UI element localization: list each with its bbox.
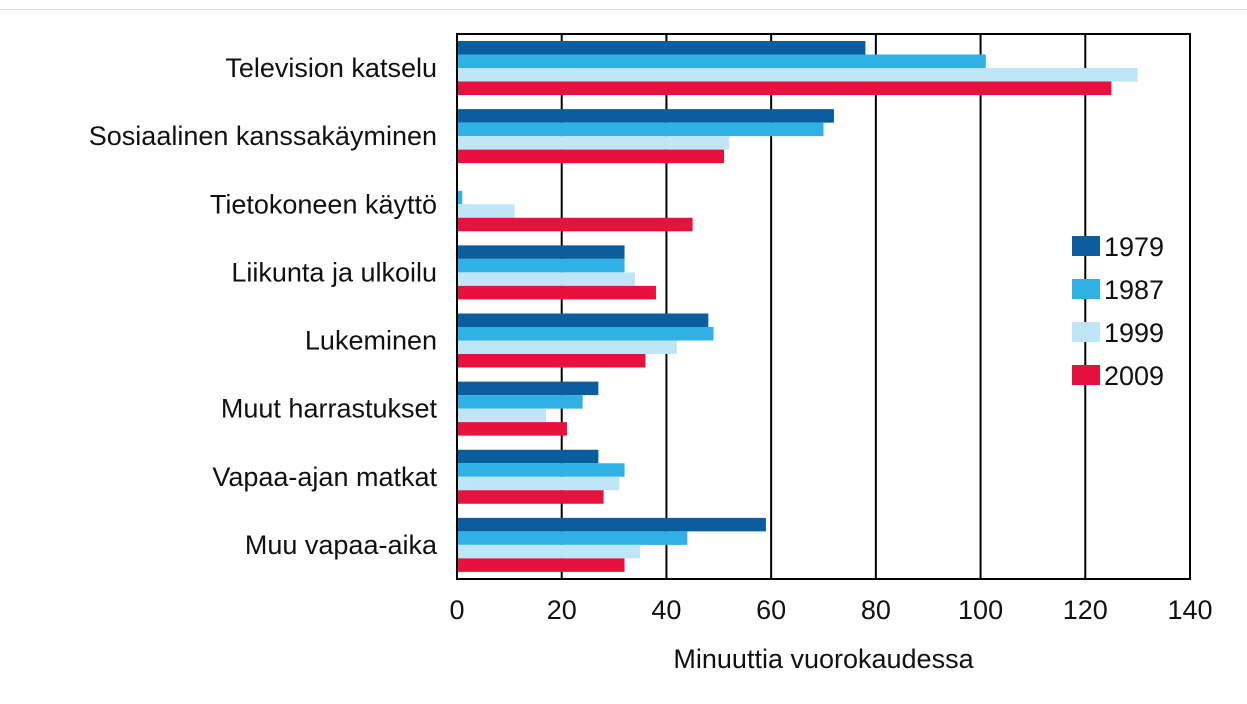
bars bbox=[457, 41, 1138, 572]
bar-1987-1 bbox=[457, 54, 986, 68]
x-tick-label: 20 bbox=[547, 595, 577, 625]
x-tick-label: 0 bbox=[449, 595, 464, 625]
bar-1987-8 bbox=[457, 531, 688, 545]
x-tick-labels: 0 20 40 60 80 100 120 140 bbox=[449, 595, 1212, 625]
category-label: Tietokoneen käyttö bbox=[210, 189, 437, 219]
bar-1999-2 bbox=[457, 136, 730, 150]
bar-2009-6 bbox=[457, 422, 567, 436]
legend-swatch-1987 bbox=[1072, 279, 1100, 299]
bar-2009-5 bbox=[457, 354, 646, 368]
bar-1999-4 bbox=[457, 272, 636, 286]
category-label: Television katselu bbox=[225, 53, 437, 83]
legend-label-1999: 1999 bbox=[1104, 318, 1164, 348]
category-labels: Television katselu Sosiaalinen kanssakäym… bbox=[89, 53, 438, 560]
bar-1999-5 bbox=[457, 340, 677, 354]
bar-1987-7 bbox=[457, 463, 625, 477]
plot-frame bbox=[456, 33, 1191, 580]
category-label: Lukeminen bbox=[305, 326, 437, 356]
bar-1979-2 bbox=[457, 109, 834, 123]
legend-label-2009: 2009 bbox=[1104, 361, 1164, 391]
bar-1979-7 bbox=[457, 449, 599, 464]
category-label: Muut harrastukset bbox=[221, 394, 438, 424]
x-tick-label: 40 bbox=[651, 595, 681, 625]
bar-2009-2 bbox=[457, 149, 725, 164]
bar-1999-1 bbox=[457, 68, 1138, 82]
legend-label-1987: 1987 bbox=[1104, 275, 1164, 305]
legend: 1979 1987 1999 2009 bbox=[1072, 232, 1164, 391]
legend-swatch-1999 bbox=[1072, 322, 1100, 342]
x-tick-label: 120 bbox=[1063, 595, 1108, 625]
bar-1987-2 bbox=[457, 122, 824, 137]
x-axis-title: Minuuttia vuorokaudessa bbox=[673, 644, 974, 674]
bar-1999-3 bbox=[457, 204, 515, 218]
legend-swatch-1979 bbox=[1072, 236, 1100, 256]
category-label: Liikunta ja ulkoilu bbox=[231, 257, 437, 287]
x-tick-label: 60 bbox=[756, 595, 786, 625]
bar-1979-1 bbox=[457, 41, 866, 55]
bar-2009-7 bbox=[457, 490, 604, 504]
x-tick-label: 140 bbox=[1167, 595, 1212, 625]
bar-2009-8 bbox=[457, 558, 625, 572]
category-label: Muu vapaa-aika bbox=[245, 530, 438, 560]
bar-1987-6 bbox=[457, 395, 583, 409]
bar-1979-8 bbox=[457, 517, 766, 532]
top-divider bbox=[0, 9, 1247, 10]
category-label: Sosiaalinen kanssakäyminen bbox=[89, 121, 437, 151]
x-tick-label: 100 bbox=[958, 595, 1003, 625]
x-tick-label: 80 bbox=[861, 595, 891, 625]
bar-2009-1 bbox=[457, 81, 1112, 95]
bar-1979-5 bbox=[457, 313, 709, 327]
bar-1979-4 bbox=[457, 245, 625, 259]
category-label: Vapaa-ajan matkat bbox=[212, 462, 437, 492]
bar-1987-3 bbox=[457, 190, 463, 205]
bar-1979-6 bbox=[457, 381, 599, 396]
bar-1999-8 bbox=[457, 544, 641, 559]
legend-swatch-2009 bbox=[1072, 365, 1100, 385]
bar-2009-4 bbox=[457, 285, 656, 300]
bar-1987-5 bbox=[457, 327, 714, 341]
bar-2009-3 bbox=[457, 217, 693, 232]
bar-1999-7 bbox=[457, 476, 620, 491]
bar-1987-4 bbox=[457, 258, 625, 273]
bar-1999-6 bbox=[457, 408, 547, 423]
legend-label-1979: 1979 bbox=[1104, 232, 1164, 262]
